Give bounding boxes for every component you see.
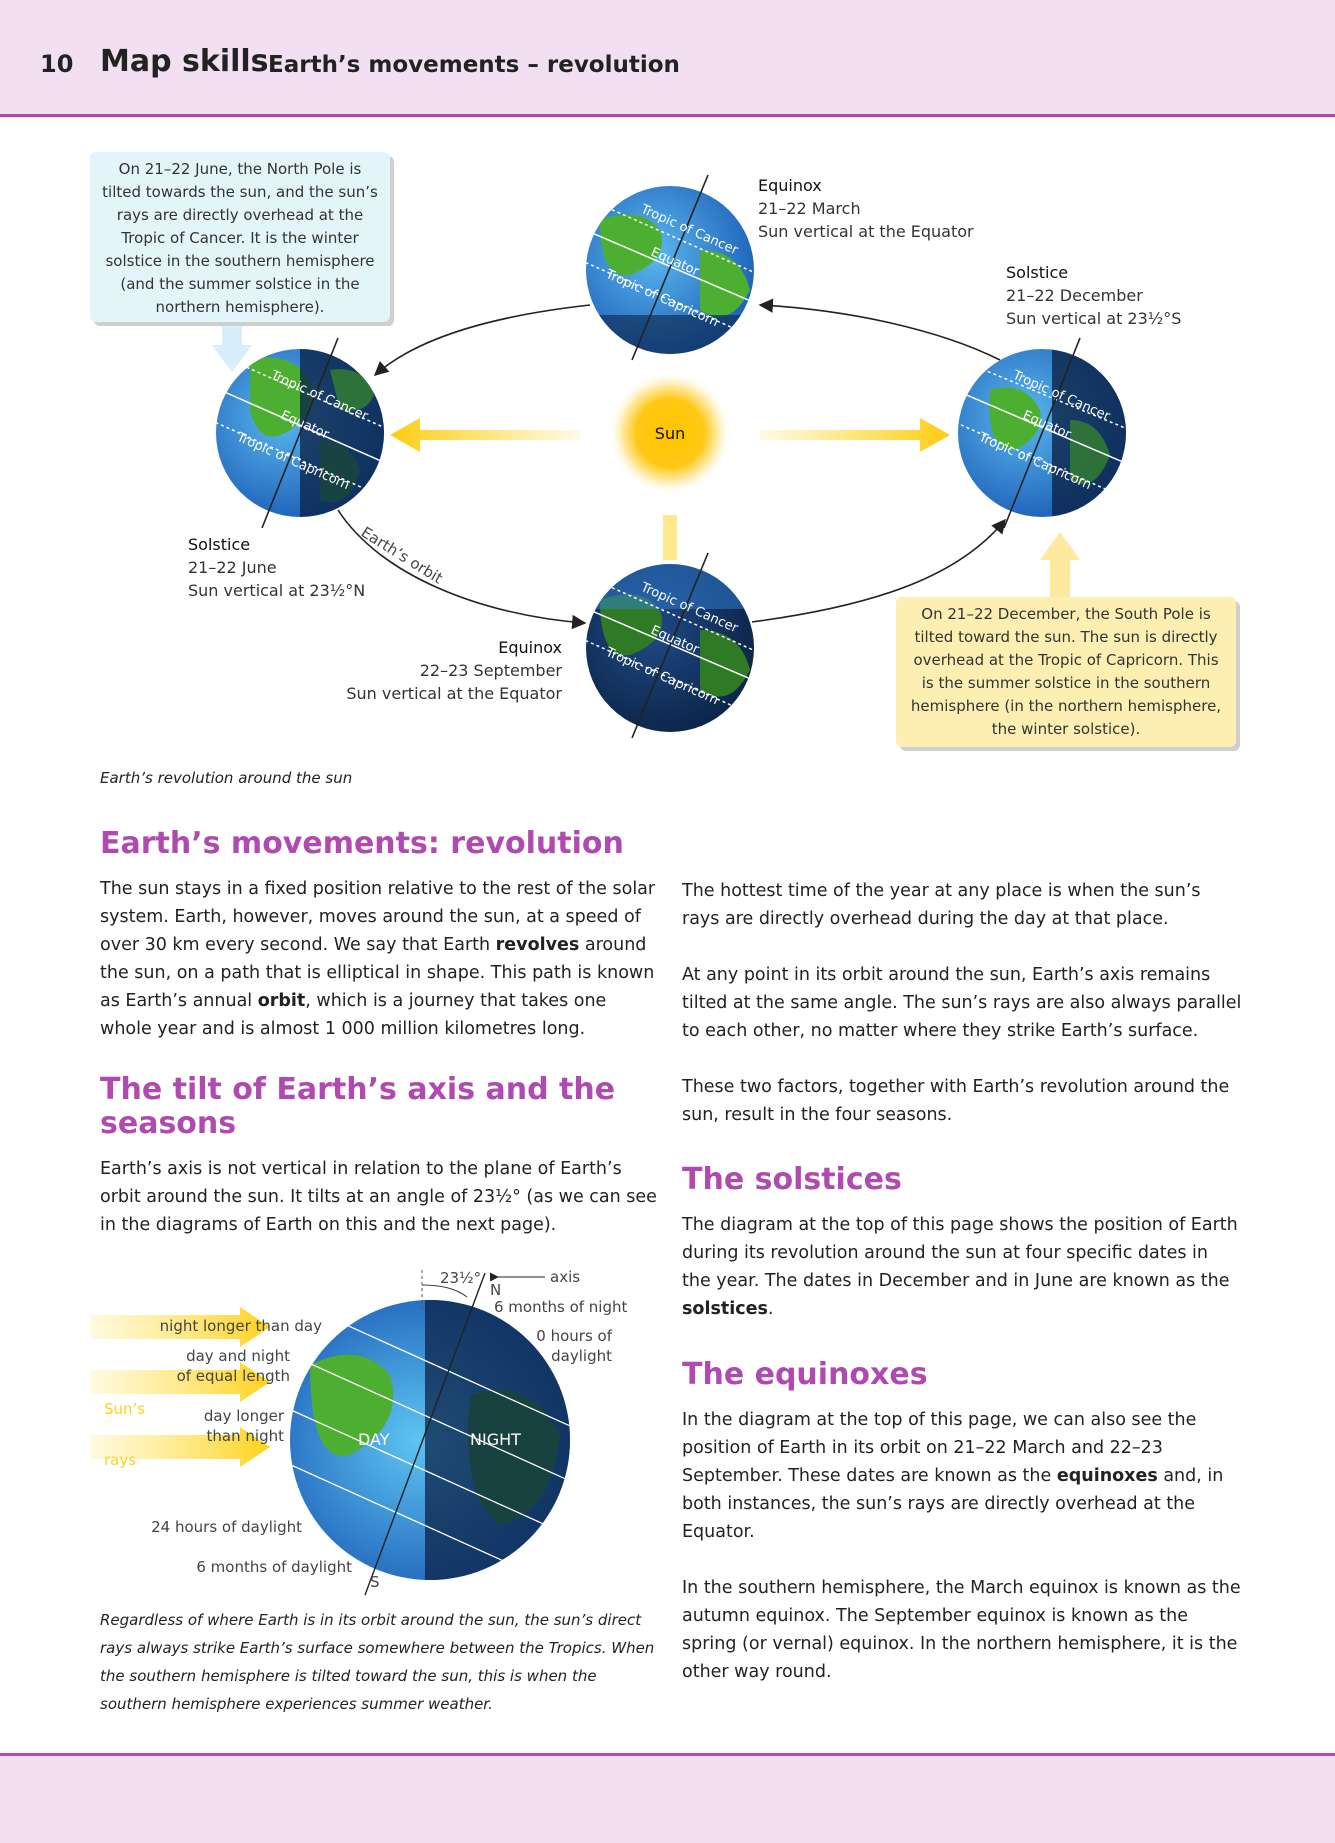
paragraph-hottest: The hottest time of the year at any plac… — [682, 881, 1201, 929]
page-number: 10 — [40, 50, 74, 78]
tilt-diagram: 23½° axis N 6 months of night 0 hours of… — [90, 1268, 628, 1596]
ray-down — [663, 515, 677, 560]
heading-revolution: Earth’s movements: revolution — [100, 826, 624, 861]
tilt-zero-hours-2: daylight — [551, 1347, 612, 1365]
tilt-longer-2: than night — [207, 1427, 285, 1445]
tilt-suns: Sun’s — [104, 1400, 145, 1418]
tilt-months-night: 6 months of night — [494, 1298, 628, 1316]
june-name: Solstice — [188, 535, 250, 554]
callout-december: On 21–22 December, the South Pole is til… — [896, 597, 1236, 747]
orbit-arc-2 — [337, 509, 587, 630]
tilt-months-day: 6 months of daylight — [196, 1558, 352, 1576]
orbit-label: Earth’s orbit — [358, 523, 446, 587]
september-date: 22–23 September — [420, 661, 563, 680]
march-date: 21–22 March — [758, 199, 861, 218]
december-note: Sun vertical at 23½°S — [1006, 309, 1181, 328]
tilt-24-hours: 24 hours of daylight — [151, 1518, 302, 1536]
sun — [608, 371, 732, 495]
globe-december: Tropic of Cancer Equator Tropic of Capri… — [958, 337, 1126, 529]
callout-december-pointer — [1040, 532, 1080, 597]
orbit-caption: Earth’s revolution around the sun — [100, 769, 353, 787]
orbit-arc-3 — [751, 518, 1006, 623]
heading-solstices: The solstices — [682, 1162, 902, 1197]
tilt-north: N — [490, 1281, 501, 1299]
page-title: Earth’s movements – revolution — [268, 52, 680, 78]
tilt-longer-1: day longer — [204, 1407, 285, 1425]
ray-right — [760, 418, 950, 452]
orbit-diagram: Earth’s orbit Sun Tropic of Cancer Equat… — [188, 174, 1181, 739]
june-date: 21–22 June — [188, 558, 277, 577]
heading-equinoxes: The equinoxes — [682, 1357, 928, 1392]
globe-march: Tropic of Cancer Equator Tropic of Capri… — [586, 174, 754, 361]
callout-june-pointer — [212, 322, 252, 372]
september-name: Equinox — [498, 638, 562, 657]
globe-september: Tropic of Cancer Equator Tropic of Capri… — [586, 552, 754, 739]
paragraph-equinoxes: In the diagram at the top of this page, … — [682, 1410, 1224, 1542]
sun-label: Sun — [655, 424, 685, 443]
tilt-south: S — [370, 1573, 380, 1591]
december-date: 21–22 December — [1006, 286, 1143, 305]
paragraph-axis-tilt: At any point in its orbit around the sun… — [682, 965, 1242, 1041]
tilt-axis-label: axis — [550, 1268, 580, 1286]
page-footer — [0, 1753, 1335, 1843]
paragraph-factors: These two factors, together with Earth’s… — [682, 1077, 1230, 1125]
orbit-arc-1 — [373, 304, 591, 376]
march-name: Equinox — [758, 176, 822, 195]
march-note: Sun vertical at the Equator — [758, 222, 974, 241]
paragraph-tilt: Earth’s axis is not vertical in relation… — [100, 1159, 657, 1235]
heading-tilt: The tilt of Earth’s axis and the seasons — [100, 1072, 616, 1141]
tilt-zero-hours-1: 0 hours of — [536, 1327, 612, 1345]
paragraph-solstices: The diagram at the top of this page show… — [682, 1215, 1238, 1319]
paragraph-revolution: The sun stays in a fixed position relati… — [100, 879, 656, 1039]
section-title: Map skills — [100, 44, 269, 79]
tilt-equal-2: of equal length — [177, 1367, 290, 1385]
callout-june: On 21–22 June, the North Pole is tilted … — [90, 152, 390, 322]
tilt-angle: 23½° — [440, 1269, 481, 1287]
globe-june: Tropic of Cancer Equator Tropic of Capri… — [216, 337, 384, 529]
tilt-night-longer: night longer than day — [160, 1317, 322, 1335]
tilt-night: NIGHT — [470, 1430, 521, 1449]
september-note: Sun vertical at the Equator — [346, 684, 562, 703]
tilt-day: DAY — [358, 1430, 390, 1449]
tilt-caption: Regardless of where Earth is in its orbi… — [100, 1611, 655, 1713]
tilt-equal-1: day and night — [186, 1347, 290, 1365]
june-note: Sun vertical at 23½°N — [188, 581, 365, 600]
paragraph-equinox-names: In the southern hemisphere, the March eq… — [682, 1578, 1241, 1682]
page-header: 10 Map skills Earth’s movements – revolu… — [0, 0, 1335, 117]
ray-left — [390, 418, 580, 452]
december-name: Solstice — [1006, 263, 1068, 282]
tilt-rays: rays — [104, 1451, 136, 1469]
orbit-arc-4 — [758, 298, 1001, 361]
